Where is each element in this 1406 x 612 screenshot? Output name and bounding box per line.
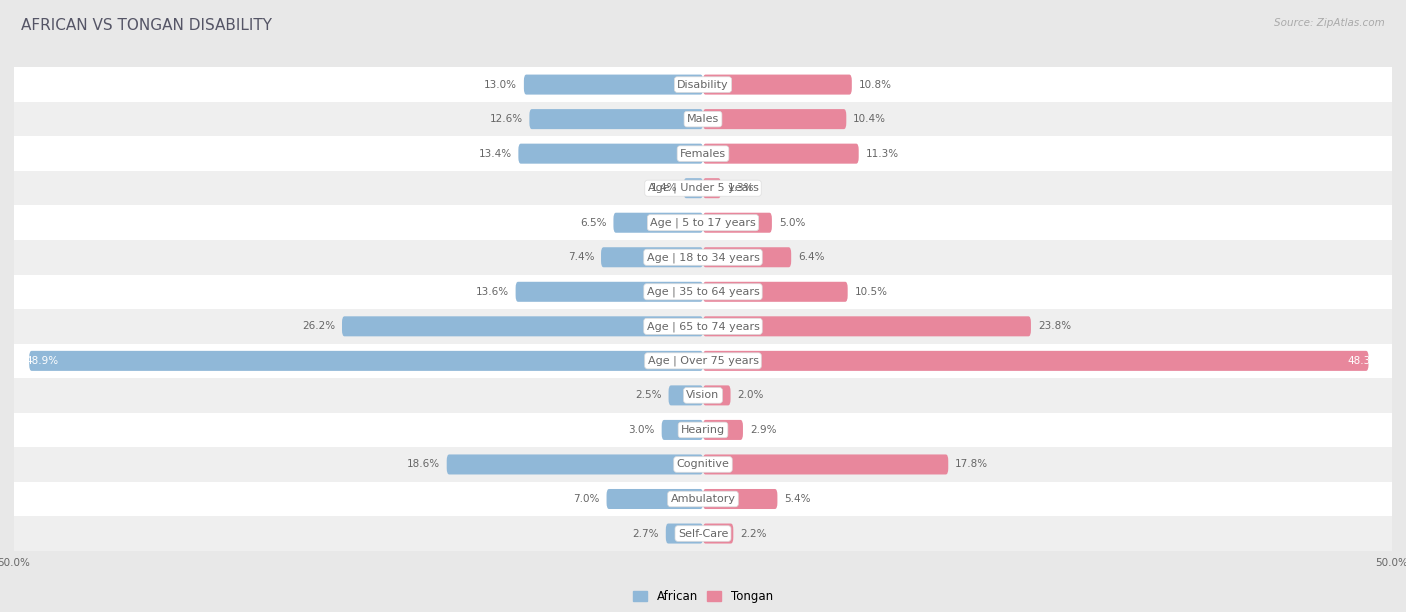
Text: 12.6%: 12.6% [489,114,523,124]
FancyBboxPatch shape [703,455,948,474]
FancyBboxPatch shape [703,523,734,543]
FancyBboxPatch shape [669,386,703,405]
Text: Age | 18 to 34 years: Age | 18 to 34 years [647,252,759,263]
FancyBboxPatch shape [14,136,1392,171]
FancyBboxPatch shape [14,67,1392,102]
FancyBboxPatch shape [600,247,703,267]
Text: Age | Over 75 years: Age | Over 75 years [648,356,758,366]
Text: Age | 65 to 74 years: Age | 65 to 74 years [647,321,759,332]
Text: 6.5%: 6.5% [581,218,606,228]
FancyBboxPatch shape [14,412,1392,447]
Text: 1.3%: 1.3% [728,183,754,193]
FancyBboxPatch shape [703,247,792,267]
FancyBboxPatch shape [662,420,703,440]
Text: 48.9%: 48.9% [25,356,58,366]
Text: 18.6%: 18.6% [406,460,440,469]
FancyBboxPatch shape [703,316,1031,337]
FancyBboxPatch shape [516,282,703,302]
Text: 2.0%: 2.0% [738,390,763,400]
Text: 7.0%: 7.0% [574,494,599,504]
Text: 7.4%: 7.4% [568,252,595,263]
Text: 5.0%: 5.0% [779,218,806,228]
FancyBboxPatch shape [703,282,848,302]
Text: 10.4%: 10.4% [853,114,886,124]
Text: 10.8%: 10.8% [859,80,891,89]
Text: Age | 35 to 64 years: Age | 35 to 64 years [647,286,759,297]
FancyBboxPatch shape [14,102,1392,136]
FancyBboxPatch shape [530,109,703,129]
FancyBboxPatch shape [14,378,1392,412]
FancyBboxPatch shape [14,275,1392,309]
FancyBboxPatch shape [342,316,703,337]
Text: 3.0%: 3.0% [628,425,655,435]
FancyBboxPatch shape [703,351,1368,371]
Text: 50.0%: 50.0% [1375,558,1406,569]
Text: 2.7%: 2.7% [633,529,659,539]
FancyBboxPatch shape [14,171,1392,206]
Text: 2.5%: 2.5% [636,390,662,400]
Text: Age | 5 to 17 years: Age | 5 to 17 years [650,217,756,228]
FancyBboxPatch shape [683,178,703,198]
Text: Self-Care: Self-Care [678,529,728,539]
FancyBboxPatch shape [14,482,1392,517]
Text: 2.2%: 2.2% [740,529,766,539]
FancyBboxPatch shape [14,447,1392,482]
FancyBboxPatch shape [703,75,852,95]
FancyBboxPatch shape [606,489,703,509]
FancyBboxPatch shape [30,351,703,371]
Text: Cognitive: Cognitive [676,460,730,469]
FancyBboxPatch shape [14,206,1392,240]
Text: 2.9%: 2.9% [749,425,776,435]
Text: 10.5%: 10.5% [855,287,887,297]
FancyBboxPatch shape [613,213,703,233]
FancyBboxPatch shape [703,178,721,198]
FancyBboxPatch shape [703,144,859,163]
Text: Age | Under 5 years: Age | Under 5 years [648,183,758,193]
Text: Males: Males [688,114,718,124]
Text: 5.4%: 5.4% [785,494,811,504]
Text: 1.4%: 1.4% [651,183,676,193]
Text: Hearing: Hearing [681,425,725,435]
FancyBboxPatch shape [14,517,1392,551]
Text: 26.2%: 26.2% [302,321,335,331]
FancyBboxPatch shape [666,523,703,543]
Text: Ambulatory: Ambulatory [671,494,735,504]
FancyBboxPatch shape [14,343,1392,378]
FancyBboxPatch shape [703,109,846,129]
Text: 48.3%: 48.3% [1348,356,1381,366]
FancyBboxPatch shape [703,386,731,405]
FancyBboxPatch shape [447,455,703,474]
FancyBboxPatch shape [703,213,772,233]
FancyBboxPatch shape [14,240,1392,275]
Text: 11.3%: 11.3% [866,149,898,159]
FancyBboxPatch shape [519,144,703,163]
Text: Source: ZipAtlas.com: Source: ZipAtlas.com [1274,18,1385,28]
Text: 13.4%: 13.4% [478,149,512,159]
FancyBboxPatch shape [524,75,703,95]
Text: 17.8%: 17.8% [955,460,988,469]
Text: 50.0%: 50.0% [0,558,31,569]
Text: 13.6%: 13.6% [475,287,509,297]
FancyBboxPatch shape [14,309,1392,343]
Text: Females: Females [681,149,725,159]
Text: Disability: Disability [678,80,728,89]
Text: 23.8%: 23.8% [1038,321,1071,331]
FancyBboxPatch shape [703,489,778,509]
Text: AFRICAN VS TONGAN DISABILITY: AFRICAN VS TONGAN DISABILITY [21,18,273,34]
Text: 13.0%: 13.0% [484,80,517,89]
FancyBboxPatch shape [703,420,742,440]
Text: 6.4%: 6.4% [799,252,824,263]
Legend: African, Tongan: African, Tongan [633,590,773,603]
Text: Vision: Vision [686,390,720,400]
